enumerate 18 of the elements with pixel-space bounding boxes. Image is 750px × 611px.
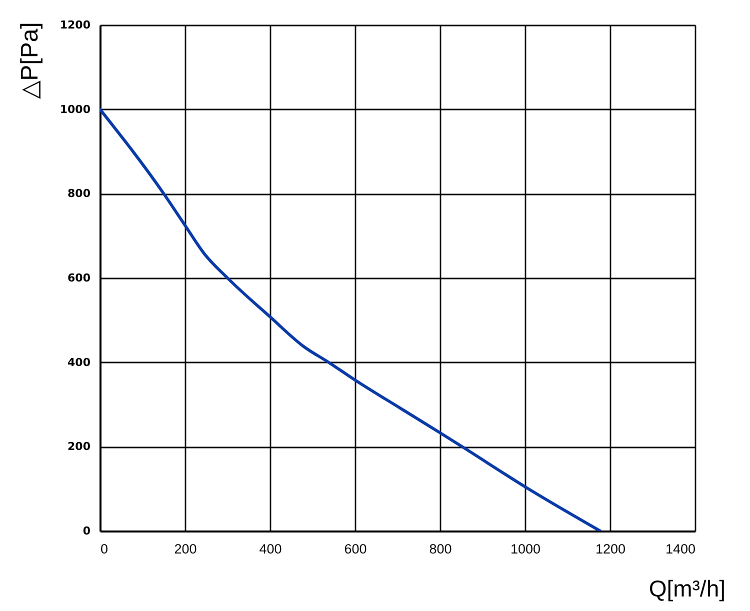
line-series (100, 108, 602, 531)
x-tick-label: 1000 (510, 542, 541, 556)
y-tick-label: 0 (82, 524, 91, 538)
y-tick-label: 600 (68, 272, 91, 284)
x-tick-label: 1400 (665, 542, 696, 556)
y-tick-label: 800 (68, 187, 91, 200)
y-tick-label: 400 (68, 356, 91, 369)
y-tick-label: 200 (68, 440, 91, 454)
y-tick-label: 1200 (60, 18, 91, 32)
y-tick-label: 1000 (60, 102, 91, 116)
x-tick-label: 0 (100, 542, 108, 556)
x-tick-label: 600 (344, 542, 367, 556)
x-axis-title: Q[m³/h] (648, 576, 726, 602)
y-axis-title: △P[Pa] (16, 22, 44, 99)
x-tick-label: 800 (429, 542, 452, 556)
x-tick-label: 400 (259, 542, 282, 556)
x-tick-label: 1200 (595, 542, 626, 556)
x-tick-label: 200 (174, 542, 197, 556)
